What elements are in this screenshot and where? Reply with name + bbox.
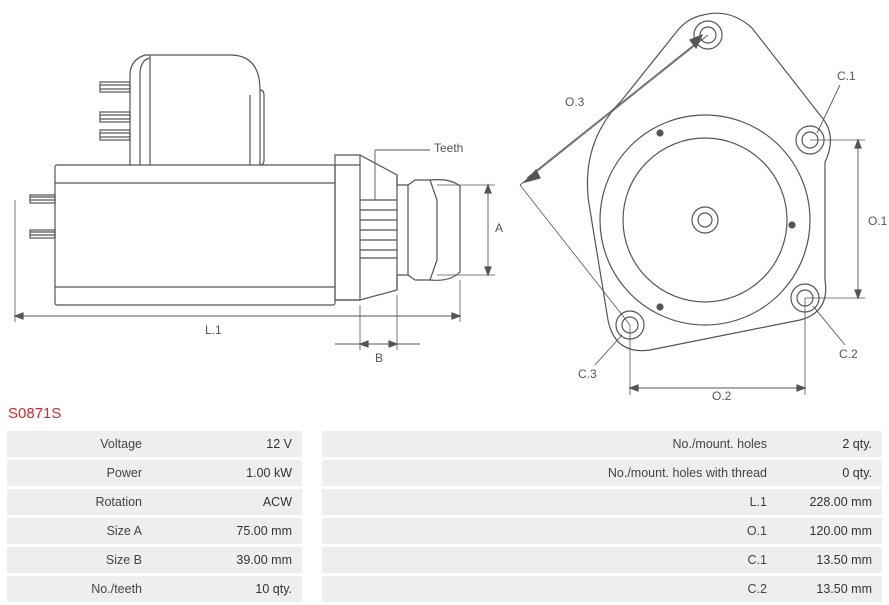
technical-diagram-area: Teeth A B L.1: [0, 0, 889, 400]
spec-table: Voltage12 V No./mount. holes2 qty. Power1.…: [7, 428, 882, 605]
spec-value: ACW: [152, 489, 302, 515]
spec-row: Power1.00 kW No./mount. holes with thread…: [7, 460, 882, 486]
spec-label: Size A: [7, 518, 152, 544]
spec-label: No./mount. holes with thread: [322, 460, 777, 486]
side-view-svg: Teeth A B L.1: [0, 0, 889, 400]
spec-label: C.2: [322, 576, 777, 602]
spec-value: 39.00 mm: [152, 547, 302, 573]
dim-c3-label: C.3: [578, 367, 597, 381]
teeth-label: Teeth: [434, 141, 463, 155]
spec-value: 0 qty.: [777, 460, 882, 486]
spec-row: Voltage12 V No./mount. holes2 qty.: [7, 431, 882, 457]
spec-value: 2 qty.: [777, 431, 882, 457]
spec-label: No./mount. holes: [322, 431, 777, 457]
spec-label: Voltage: [7, 431, 152, 457]
spec-value: 120.00 mm: [777, 518, 882, 544]
dim-a-label: A: [495, 221, 503, 235]
spec-value: 10 qty.: [152, 576, 302, 602]
dim-o3-label: O.3: [565, 95, 585, 109]
spec-label: L.1: [322, 489, 777, 515]
dim-o2-label: O.2: [712, 389, 732, 400]
spec-row: Size B39.00 mm C.113.50 mm: [7, 547, 882, 573]
spec-value: 228.00 mm: [777, 489, 882, 515]
spec-row: RotationACW L.1228.00 mm: [7, 489, 882, 515]
dim-l1-label: L.1: [205, 323, 222, 337]
dim-c2-label: C.2: [839, 347, 858, 361]
part-number: S0871S: [8, 405, 61, 422]
spec-label: No./teeth: [7, 576, 152, 602]
spec-row: No./teeth10 qty. C.213.50 mm: [7, 576, 882, 602]
spec-value: 13.50 mm: [777, 576, 882, 602]
spec-value: 1.00 kW: [152, 460, 302, 486]
spec-label: O.1: [322, 518, 777, 544]
spec-label: Power: [7, 460, 152, 486]
spec-value: 13.50 mm: [777, 547, 882, 573]
spec-value: 75.00 mm: [152, 518, 302, 544]
dim-b-label: B: [375, 351, 383, 365]
dim-c1-label: C.1: [837, 69, 856, 83]
spec-value: 12 V: [152, 431, 302, 457]
spec-label: C.1: [322, 547, 777, 573]
spec-row: Size A75.00 mm O.1120.00 mm: [7, 518, 882, 544]
dim-o1-label: O.1: [868, 214, 888, 228]
spec-label: Size B: [7, 547, 152, 573]
spec-label: Rotation: [7, 489, 152, 515]
